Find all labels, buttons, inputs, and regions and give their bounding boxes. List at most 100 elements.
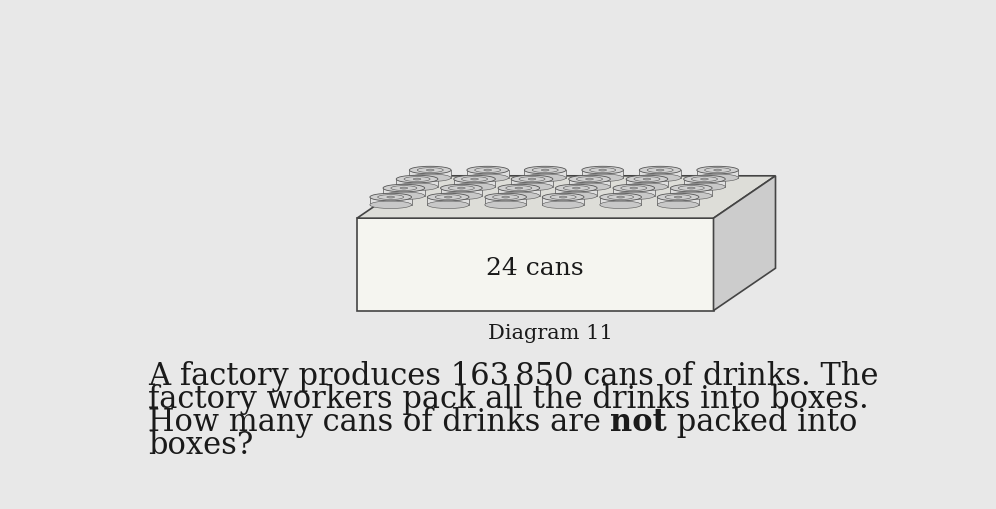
Polygon shape [427, 197, 469, 205]
Polygon shape [582, 170, 623, 178]
Ellipse shape [467, 174, 509, 182]
Ellipse shape [440, 192, 482, 200]
Ellipse shape [600, 201, 641, 209]
Ellipse shape [670, 192, 712, 200]
Ellipse shape [657, 201, 699, 209]
Ellipse shape [383, 184, 424, 192]
Ellipse shape [457, 187, 465, 189]
Text: boxes?: boxes? [147, 430, 253, 461]
Ellipse shape [683, 183, 725, 190]
Polygon shape [697, 170, 738, 178]
Polygon shape [626, 179, 667, 187]
Ellipse shape [485, 201, 527, 209]
Ellipse shape [542, 193, 584, 201]
Ellipse shape [656, 169, 664, 171]
Ellipse shape [556, 192, 598, 200]
Ellipse shape [586, 178, 594, 180]
Ellipse shape [639, 174, 681, 182]
Ellipse shape [683, 175, 725, 183]
Ellipse shape [471, 178, 478, 180]
Polygon shape [370, 197, 411, 205]
Ellipse shape [613, 184, 654, 192]
Ellipse shape [714, 169, 721, 171]
Ellipse shape [426, 169, 434, 171]
Polygon shape [556, 188, 598, 196]
Ellipse shape [657, 193, 699, 201]
Text: A factory produces 163 850 cans of drinks. The: A factory produces 163 850 cans of drink… [147, 360, 878, 391]
Polygon shape [613, 188, 654, 196]
Ellipse shape [687, 187, 695, 189]
Ellipse shape [569, 175, 611, 183]
Ellipse shape [485, 193, 527, 201]
Polygon shape [357, 176, 776, 218]
Ellipse shape [670, 184, 712, 192]
Ellipse shape [440, 184, 482, 192]
Ellipse shape [498, 192, 540, 200]
Ellipse shape [556, 184, 598, 192]
Ellipse shape [528, 178, 536, 180]
Polygon shape [485, 197, 527, 205]
Ellipse shape [700, 178, 708, 180]
Text: Diagram 11: Diagram 11 [488, 324, 614, 343]
Ellipse shape [370, 193, 411, 201]
Ellipse shape [409, 174, 451, 182]
Ellipse shape [498, 184, 540, 192]
Ellipse shape [599, 169, 607, 171]
Ellipse shape [427, 201, 469, 209]
Ellipse shape [524, 174, 566, 182]
Polygon shape [670, 188, 712, 196]
Ellipse shape [400, 187, 407, 189]
Polygon shape [713, 176, 776, 310]
Ellipse shape [396, 183, 438, 190]
Ellipse shape [626, 183, 667, 190]
Ellipse shape [511, 175, 553, 183]
Polygon shape [498, 188, 540, 196]
Ellipse shape [511, 183, 553, 190]
Ellipse shape [370, 201, 411, 209]
Ellipse shape [541, 169, 549, 171]
Polygon shape [440, 188, 482, 196]
Ellipse shape [502, 196, 510, 198]
Ellipse shape [454, 175, 495, 183]
Ellipse shape [409, 166, 451, 174]
Ellipse shape [600, 193, 641, 201]
Ellipse shape [515, 187, 523, 189]
Ellipse shape [383, 192, 424, 200]
Polygon shape [383, 188, 424, 196]
Text: 24 cans: 24 cans [486, 257, 584, 280]
Ellipse shape [582, 166, 623, 174]
Polygon shape [409, 170, 451, 178]
Polygon shape [357, 218, 713, 310]
Text: How many cans of drinks are: How many cans of drinks are [147, 407, 611, 438]
Ellipse shape [582, 174, 623, 182]
Ellipse shape [569, 183, 611, 190]
Text: packed into: packed into [667, 407, 858, 438]
Ellipse shape [413, 178, 421, 180]
Ellipse shape [626, 175, 667, 183]
Ellipse shape [639, 166, 681, 174]
Polygon shape [657, 197, 699, 205]
Ellipse shape [386, 196, 394, 198]
Polygon shape [467, 170, 509, 178]
Ellipse shape [674, 196, 682, 198]
Polygon shape [683, 179, 725, 187]
Ellipse shape [454, 183, 495, 190]
Text: factory workers pack all the drinks into boxes.: factory workers pack all the drinks into… [147, 384, 869, 415]
Ellipse shape [542, 201, 584, 209]
Ellipse shape [559, 196, 567, 198]
Polygon shape [524, 170, 566, 178]
Ellipse shape [396, 175, 438, 183]
Ellipse shape [697, 166, 738, 174]
Polygon shape [511, 179, 553, 187]
Ellipse shape [467, 166, 509, 174]
Ellipse shape [573, 187, 581, 189]
Polygon shape [396, 179, 438, 187]
Ellipse shape [617, 196, 624, 198]
Polygon shape [569, 179, 611, 187]
Polygon shape [542, 197, 584, 205]
Ellipse shape [484, 169, 492, 171]
Ellipse shape [444, 196, 452, 198]
Ellipse shape [643, 178, 650, 180]
Polygon shape [600, 197, 641, 205]
Ellipse shape [629, 187, 637, 189]
